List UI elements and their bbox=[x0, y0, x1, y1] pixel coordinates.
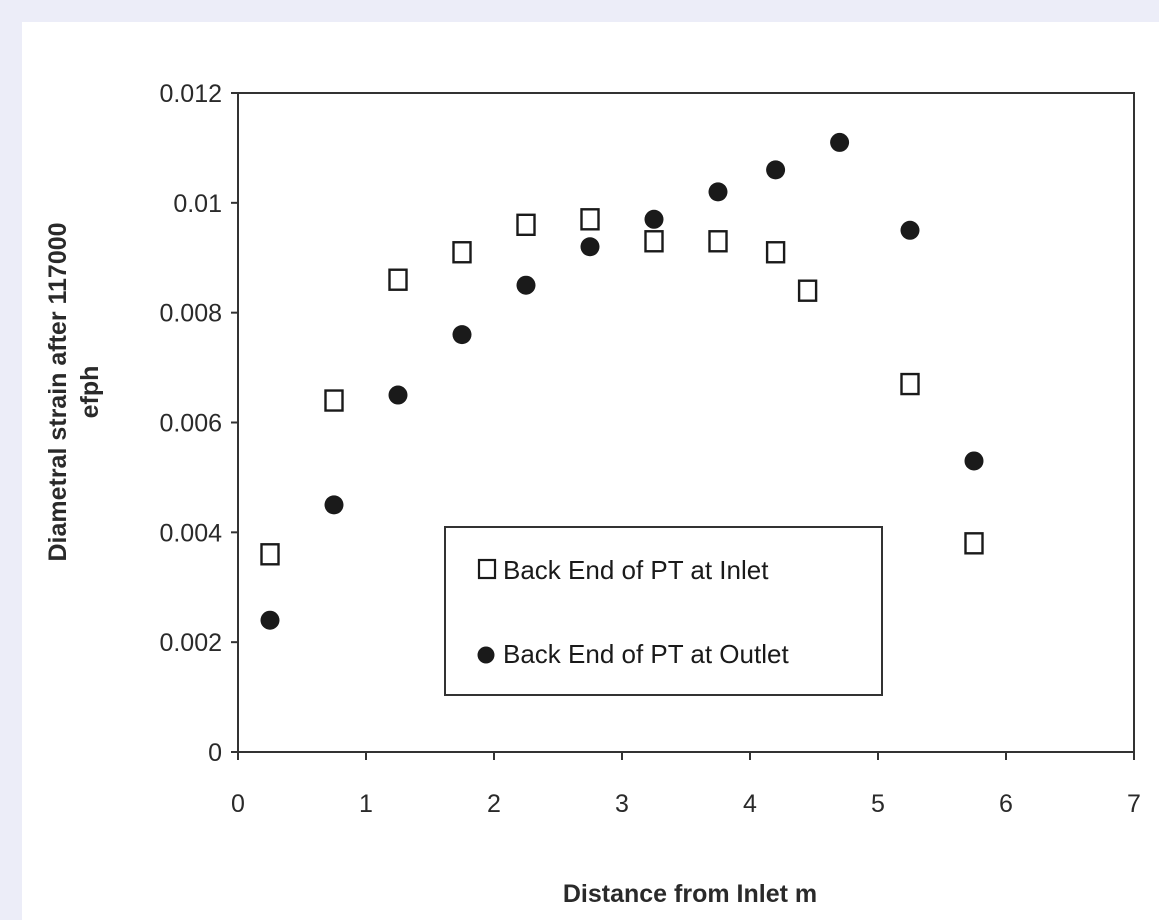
y-axis-title-line-2: efph bbox=[76, 366, 104, 419]
x-tick-label: 7 bbox=[1127, 790, 1141, 818]
x-axis-title: Distance from Inlet m bbox=[563, 880, 817, 908]
y-tick-label: 0.01 bbox=[173, 190, 222, 218]
point-inlet-square bbox=[644, 230, 664, 253]
chart-figure: 0 0.002 0.004 0.006 0.008 0.01 0.012 0 1 2 3 4 5 6 7 D… bbox=[22, 22, 1159, 920]
point-outlet-circle bbox=[830, 132, 850, 152]
data-points bbox=[260, 132, 984, 630]
point-inlet-square bbox=[260, 543, 280, 566]
y-tick-label: 0.002 bbox=[159, 629, 222, 657]
axis-ticks: 0 0.002 0.004 0.006 0.008 0.01 0.012 0 1 2 3 4 5 6 7 bbox=[159, 80, 1141, 818]
legend-label-outlet: Back End of PT at Outlet bbox=[503, 639, 789, 669]
x-tick-label: 4 bbox=[743, 790, 757, 818]
y-tick-label: 0.004 bbox=[159, 519, 222, 547]
y-tick-label: 0.012 bbox=[159, 80, 222, 108]
point-inlet-square bbox=[964, 532, 984, 555]
legend-marker-outlet-circle bbox=[477, 646, 495, 664]
point-inlet-square bbox=[765, 241, 786, 264]
point-inlet-square bbox=[708, 230, 728, 253]
legend-box bbox=[444, 526, 883, 696]
point-outlet-circle bbox=[324, 495, 344, 515]
point-outlet-circle bbox=[516, 275, 536, 295]
x-tick-label: 3 bbox=[615, 790, 629, 818]
scatter-chart: 0 0.002 0.004 0.006 0.008 0.01 0.012 0 1 2 3 4 5 6 7 D… bbox=[44, 80, 1141, 908]
point-outlet-circle bbox=[452, 325, 472, 345]
y-axis-title: Diametral strain after 117000 efph bbox=[44, 222, 104, 561]
point-inlet-square bbox=[452, 241, 472, 264]
point-inlet-square bbox=[900, 372, 920, 396]
legend-marker-inlet-square bbox=[477, 558, 497, 580]
point-outlet-circle bbox=[900, 220, 920, 240]
y-tick-label: 0.006 bbox=[159, 410, 222, 438]
point-inlet-square bbox=[388, 268, 408, 291]
point-outlet-circle bbox=[708, 182, 728, 202]
point-inlet-square bbox=[797, 279, 818, 302]
point-inlet-square bbox=[580, 208, 600, 231]
x-tick-label: 0 bbox=[231, 790, 245, 818]
y-tick-label: 0 bbox=[208, 739, 222, 767]
x-tick-label: 6 bbox=[999, 790, 1013, 818]
y-axis-title-line-1: Diametral strain after 117000 bbox=[44, 222, 72, 561]
point-outlet-circle bbox=[964, 451, 984, 471]
point-inlet-square bbox=[516, 213, 536, 237]
point-outlet-circle bbox=[260, 610, 280, 630]
legend-label-inlet: Back End of PT at Inlet bbox=[503, 555, 769, 585]
point-outlet-circle bbox=[644, 209, 664, 229]
point-outlet-circle bbox=[388, 385, 408, 405]
y-tick-label: 0.008 bbox=[159, 300, 222, 328]
x-tick-label: 5 bbox=[871, 790, 885, 818]
x-tick-label: 1 bbox=[359, 790, 373, 818]
legend: Back End of PT at Inlet Back End of PT a… bbox=[444, 526, 883, 696]
point-inlet-square bbox=[324, 389, 344, 412]
point-outlet-circle bbox=[580, 237, 600, 257]
point-outlet-circle bbox=[766, 160, 786, 180]
x-tick-label: 2 bbox=[487, 790, 501, 818]
